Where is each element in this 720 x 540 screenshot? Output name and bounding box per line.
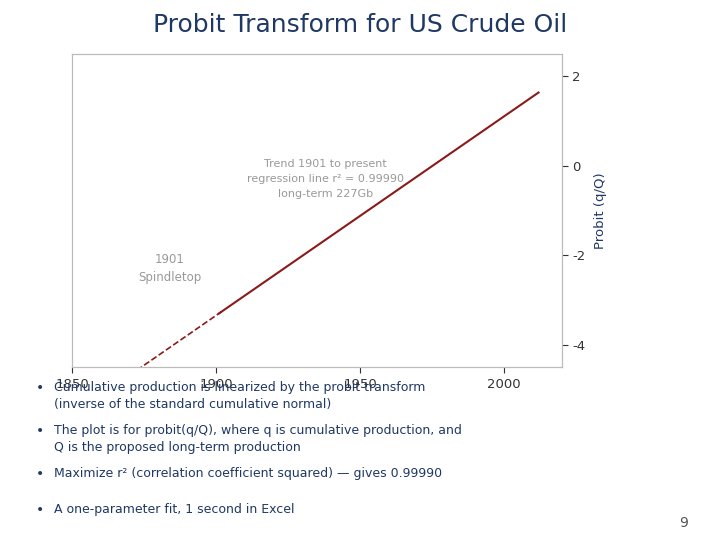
Text: •: •	[35, 503, 44, 517]
Text: 1901
Spindletop: 1901 Spindletop	[138, 253, 202, 284]
Text: •: •	[35, 381, 44, 395]
Text: 9: 9	[679, 516, 688, 530]
Text: Cumulative production is linearized by the probit transform
(inverse of the stan: Cumulative production is linearized by t…	[54, 381, 426, 411]
Text: A one-parameter fit, 1 second in Excel: A one-parameter fit, 1 second in Excel	[54, 503, 294, 516]
Text: •: •	[35, 424, 44, 438]
Y-axis label: Probit (q/Q): Probit (q/Q)	[593, 172, 606, 249]
Text: •: •	[35, 467, 44, 481]
Text: Trend 1901 to present
regression line r² = 0.99990
long-term 227Gb: Trend 1901 to present regression line r²…	[247, 159, 404, 199]
Text: Probit Transform for US Crude Oil: Probit Transform for US Crude Oil	[153, 14, 567, 37]
Text: The plot is for probit(q/Q), where q is cumulative production, and
Q is the prop: The plot is for probit(q/Q), where q is …	[54, 424, 462, 454]
Text: Maximize r² (correlation coefficient squared) — gives 0.99990: Maximize r² (correlation coefficient squ…	[54, 467, 442, 480]
